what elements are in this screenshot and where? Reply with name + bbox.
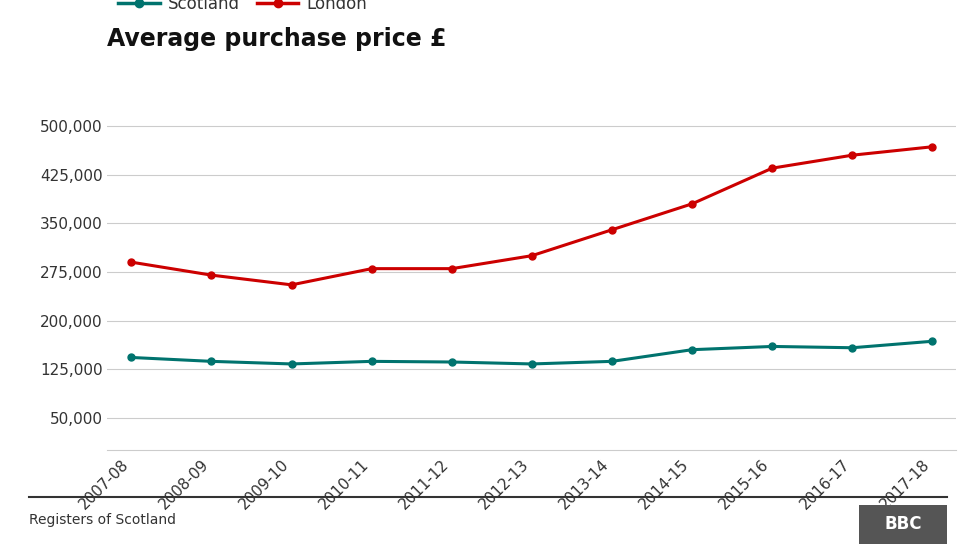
Legend: Scotland, London: Scotland, London (111, 0, 374, 20)
Text: BBC: BBC (884, 516, 921, 533)
Text: Registers of Scotland: Registers of Scotland (29, 513, 177, 528)
Text: Average purchase price £: Average purchase price £ (107, 27, 447, 52)
